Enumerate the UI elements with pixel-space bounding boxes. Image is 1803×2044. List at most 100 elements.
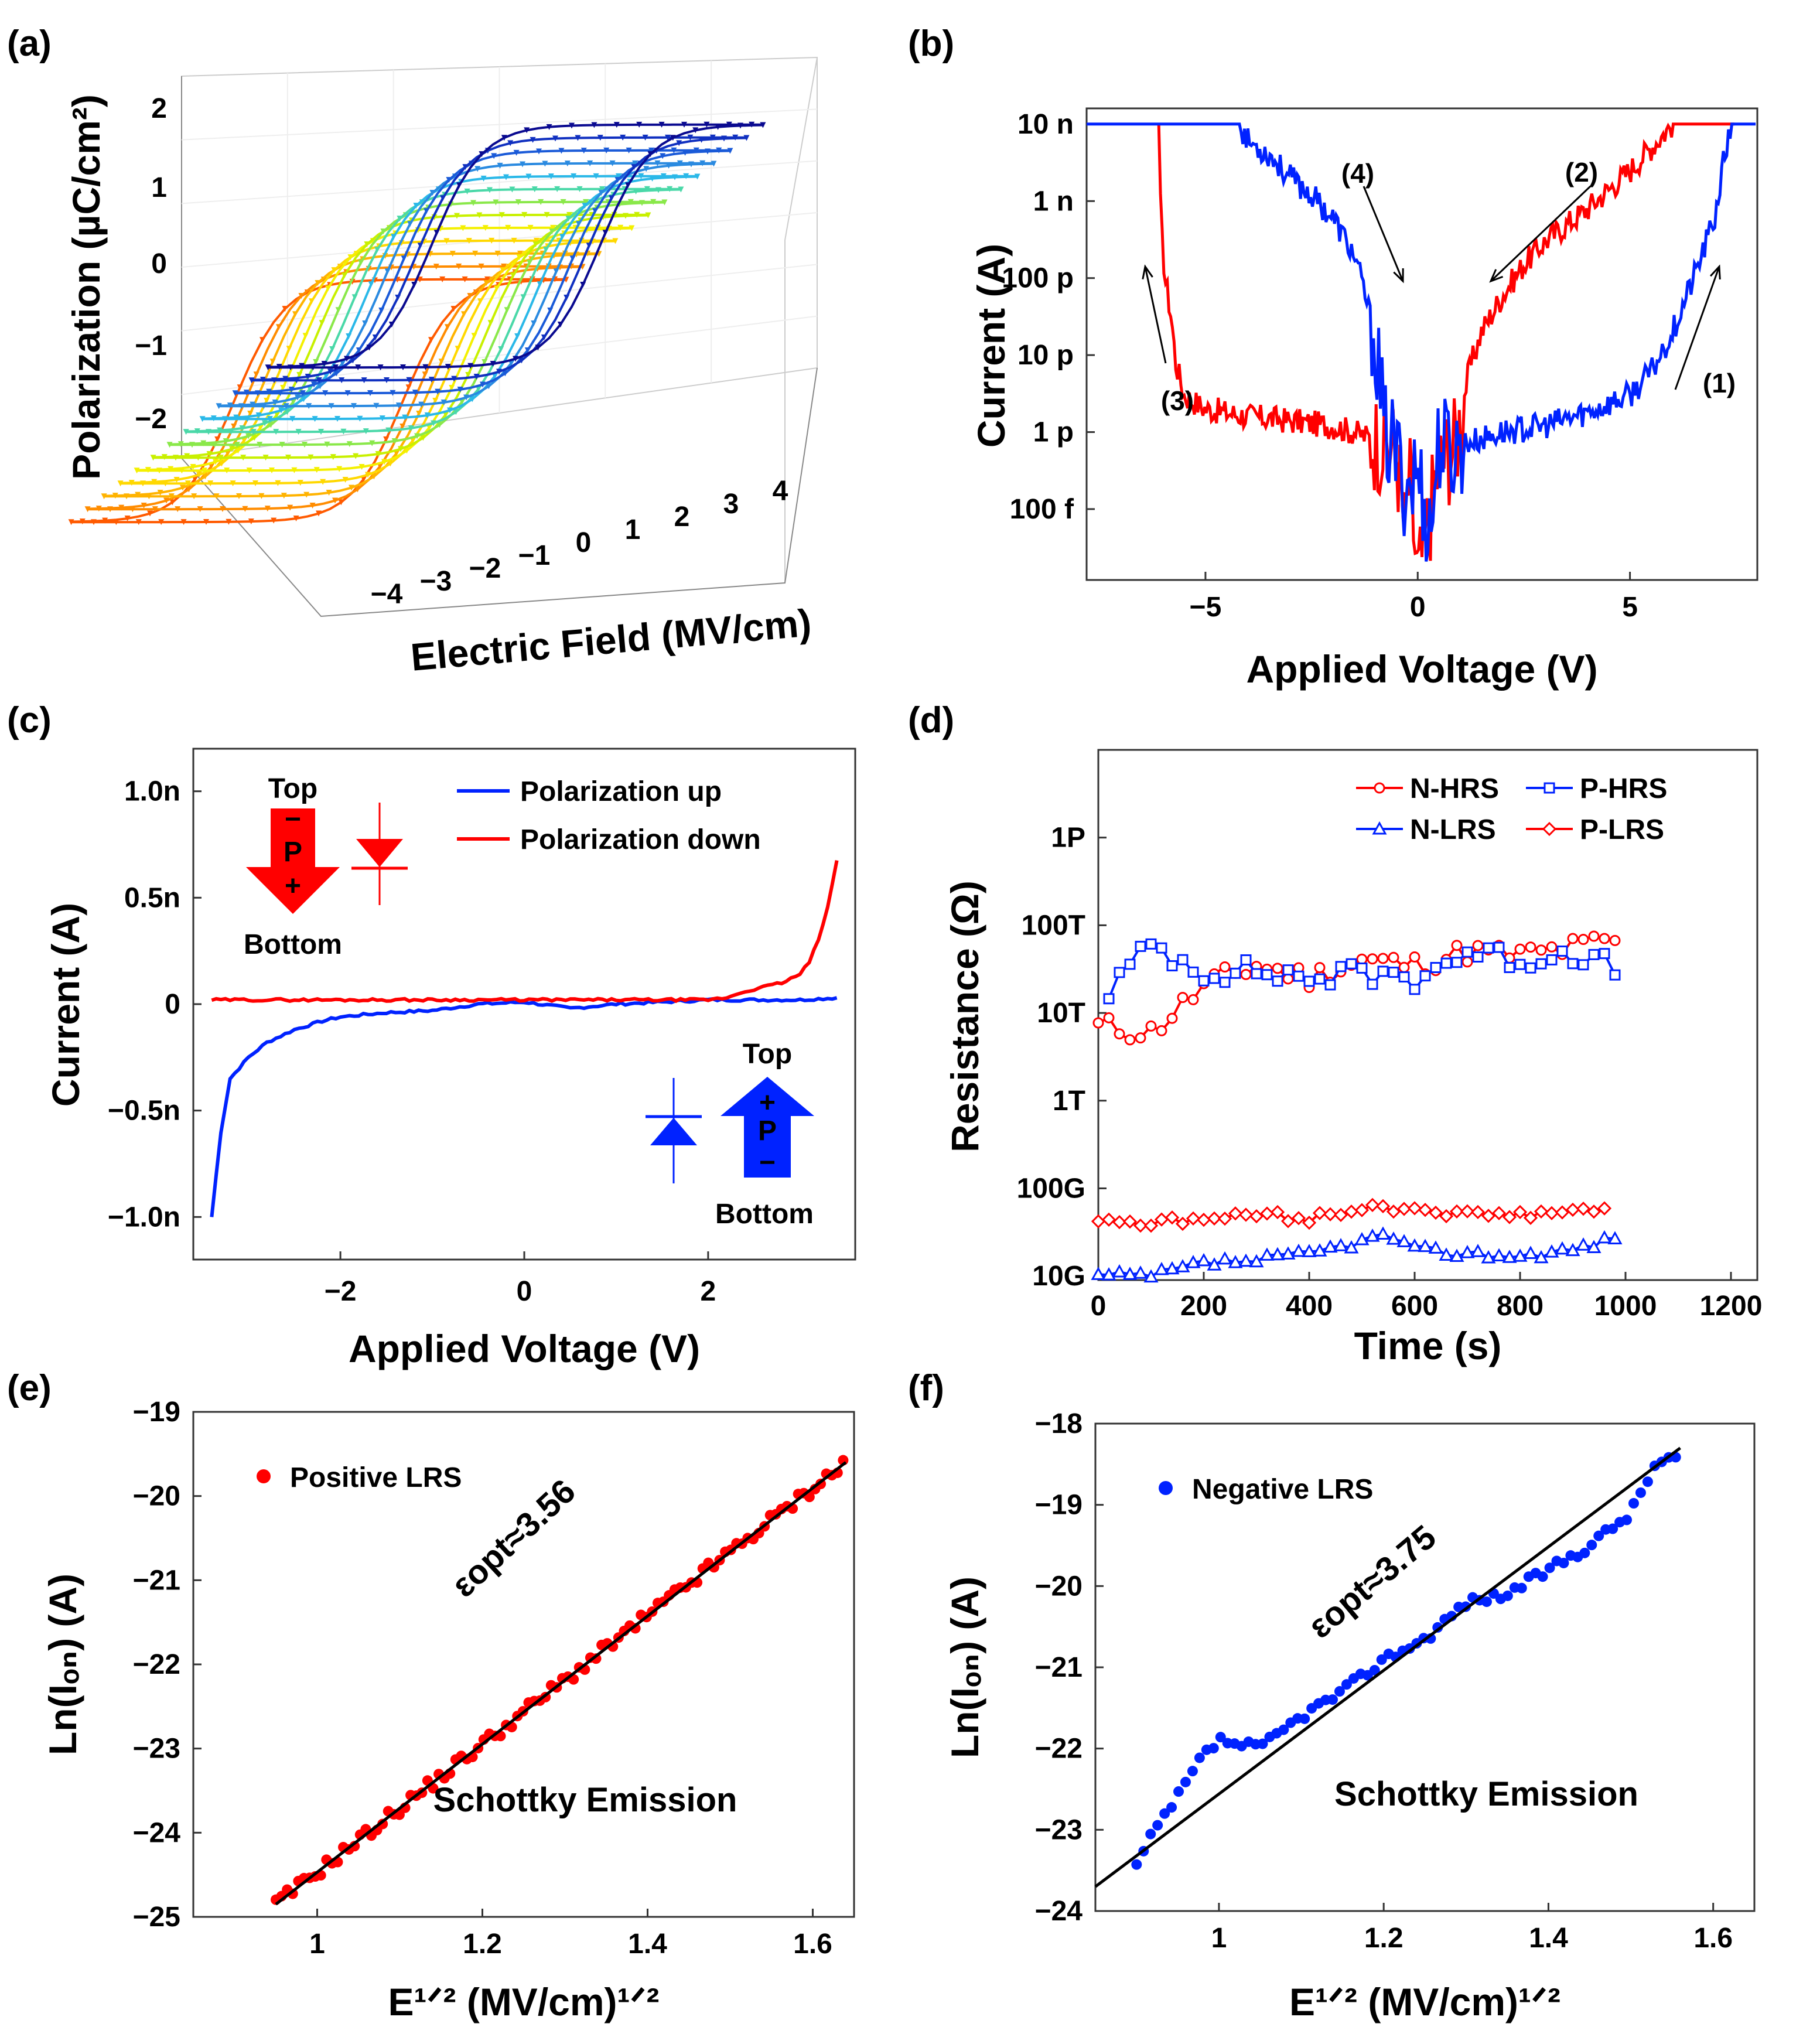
loop-marker — [490, 360, 496, 367]
loop-marker — [487, 187, 493, 193]
loop-marker — [237, 384, 243, 391]
x-tick-label: 5 — [1622, 592, 1638, 623]
loop-marker — [266, 388, 272, 395]
panel-label: (e) — [7, 1368, 52, 1408]
data-point — [1461, 946, 1473, 958]
y-tick-label: 1 — [151, 172, 167, 203]
loop-marker — [475, 386, 482, 393]
loop-marker — [565, 216, 572, 222]
y-tick-label: 1P — [1051, 823, 1085, 854]
loop-marker — [510, 272, 516, 279]
data-point — [1354, 1203, 1370, 1217]
loop-marker — [308, 454, 314, 460]
loop-marker — [429, 190, 436, 196]
legend-label: N-LRS — [1410, 814, 1496, 845]
loop-marker — [224, 468, 230, 474]
annotation-label: (4) — [1341, 158, 1374, 189]
loop-marker — [527, 260, 532, 266]
loop-marker — [278, 407, 284, 414]
data-point — [1451, 940, 1463, 951]
x-tick-label: −2 — [325, 1276, 357, 1307]
loop-marker — [658, 121, 665, 128]
loop-marker — [693, 147, 699, 153]
loop-marker — [435, 388, 441, 395]
data-point — [1491, 1206, 1507, 1220]
loop-marker — [737, 122, 743, 129]
data-point — [1369, 1664, 1380, 1676]
loop-marker — [660, 173, 667, 179]
data-point — [1196, 1253, 1211, 1267]
loop-marker — [186, 486, 192, 493]
loop-marker — [273, 429, 279, 435]
loop-marker — [146, 493, 152, 500]
loop-marker — [184, 453, 190, 459]
data-point — [1091, 1214, 1106, 1229]
loop-marker — [612, 238, 619, 244]
loop-marker — [709, 134, 716, 141]
loop-marker — [503, 174, 509, 180]
loop-marker — [715, 124, 721, 130]
loop-marker — [518, 357, 525, 364]
loop-marker — [177, 441, 184, 448]
loop-marker — [760, 122, 766, 128]
loop-marker — [162, 480, 169, 487]
loop-marker — [727, 148, 733, 154]
x-axis-label: Electric Field (MV/cm) — [409, 600, 813, 678]
data-point — [1156, 1025, 1167, 1036]
loop-marker — [465, 371, 472, 378]
data-point — [1272, 975, 1283, 987]
data-point — [1512, 1204, 1528, 1220]
loop-marker — [453, 409, 459, 415]
diode-symbol — [356, 839, 403, 867]
data-point — [1249, 1209, 1264, 1224]
loop-marker — [487, 320, 494, 326]
loop-marker — [354, 486, 361, 493]
data-point — [1314, 962, 1326, 974]
loop-marker — [391, 234, 397, 240]
loop-marker — [395, 294, 401, 301]
y-tick-label: 0 — [151, 248, 167, 279]
loop-marker — [603, 147, 610, 153]
y-tick-label: 0.5n — [124, 882, 180, 913]
loop-marker — [201, 468, 207, 474]
x-axis-label: Applied Voltage (V) — [1246, 647, 1597, 691]
loop-marker — [228, 429, 234, 435]
loop-marker — [377, 463, 383, 470]
data-point — [1609, 969, 1621, 981]
loop-marker — [467, 363, 474, 369]
loop-marker — [179, 468, 185, 474]
loop-marker — [569, 122, 575, 129]
loop-marker — [521, 211, 528, 218]
data-point — [1282, 973, 1294, 985]
loop-marker — [259, 377, 266, 383]
data-point — [1207, 1211, 1222, 1226]
data-point — [1341, 1679, 1352, 1690]
data-point — [1159, 1808, 1170, 1819]
y-tick-label: 100 f — [1010, 494, 1074, 525]
loop-marker — [504, 307, 510, 313]
loop-marker — [469, 396, 476, 402]
loop-marker — [253, 371, 259, 378]
loop-marker — [520, 294, 527, 301]
data-point — [1122, 1214, 1138, 1229]
loop-marker — [303, 492, 310, 498]
loop-marker — [218, 460, 225, 467]
loop-marker — [168, 466, 174, 472]
iv-curve — [1157, 122, 1734, 561]
loop-marker — [672, 174, 678, 180]
loop-marker — [432, 397, 439, 404]
loop-marker — [411, 281, 418, 288]
loop-marker — [313, 467, 320, 473]
loop-marker — [296, 371, 303, 378]
data-point — [1481, 1209, 1496, 1223]
data-point — [1219, 977, 1231, 988]
loop-marker — [112, 493, 118, 499]
loop-marker — [477, 298, 483, 305]
data-point — [1418, 1238, 1433, 1253]
loop-marker — [406, 377, 412, 383]
loop-marker — [329, 346, 336, 352]
data-point — [1407, 1201, 1422, 1216]
loop-marker — [313, 359, 319, 365]
data-point — [1230, 967, 1241, 979]
